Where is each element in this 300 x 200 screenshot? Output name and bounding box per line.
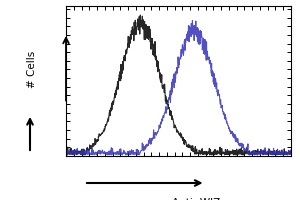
Text: Anti- WIZ: Anti- WIZ <box>172 198 220 200</box>
Text: # Cells: # Cells <box>27 50 37 88</box>
